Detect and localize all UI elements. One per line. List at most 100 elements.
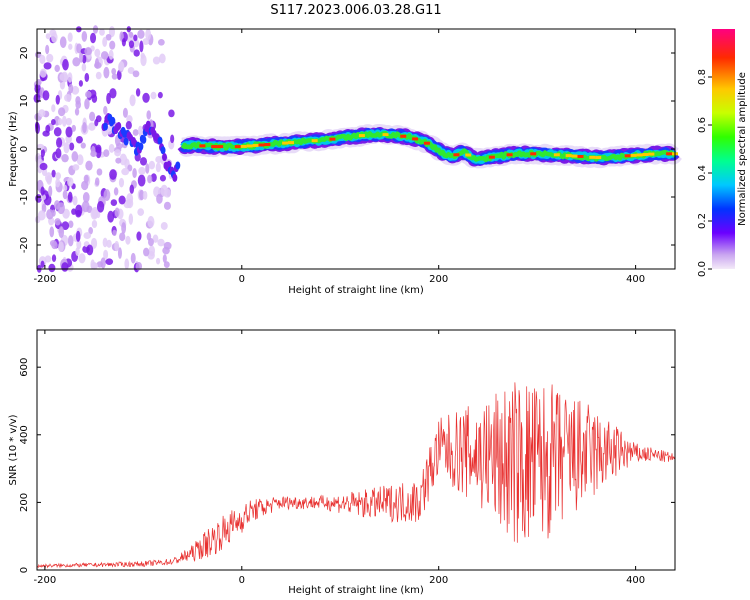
spectrogram-noise-blob [75,247,80,257]
y-tick-label: 400 [19,425,30,444]
spectrogram-noise-blob [82,191,90,203]
spectrogram-noise-blob [127,164,133,172]
colorbar-tick-label: 0.2 [697,213,708,229]
spectrogram-noise-blob [61,262,69,272]
spectrogram-echo-cell [141,135,147,144]
y-tick-label: -10 [19,189,30,205]
spectrogram-noise-blob [129,94,136,107]
spectrogram-noise-blob [157,91,163,99]
spectrogram-noise-blob [39,54,46,64]
spectrogram-echo-cell [110,116,116,125]
spectrogram-noise-blob [121,38,126,47]
spectrogram-noise-blob [43,62,52,70]
spectrogram-noise-blob [137,29,145,39]
spectrogram-noise-blob [114,149,121,157]
spectrogram-echo-cell [116,121,122,130]
colorbar-gradient [712,29,735,269]
spectrogram-noise-blob [160,221,168,230]
spectrogram-noise-blob [124,258,130,270]
spectrogram-noise-blob [103,105,108,115]
spectrogram-noise-blob [71,124,76,132]
spectrogram-noise-blob [106,239,112,248]
spectrogram-noise-blob [152,56,161,65]
spectrogram-noise-blob [40,194,46,201]
spectrogram-noise-blob [126,115,133,124]
spectrogram-noise-blob [64,94,72,102]
spectrogram-noise-blob [103,249,109,260]
colorbar-label: Normalized spectral amplitude [737,72,748,226]
spectrogram-noise-blob [57,107,66,117]
spectrogram-noise-blob [121,222,127,234]
spectrogram-hot-cell [246,144,253,148]
spectrogram-noise-blob [147,215,155,228]
spectrogram-hot-cell [400,134,407,138]
spectrogram-noise-blob [90,32,97,44]
spectrogram-noise-blob [91,219,98,229]
spectrogram-noise-blob [138,125,143,136]
spectrogram-noise-blob [130,252,136,264]
spectrogram-noise-blob [108,49,114,60]
spectrogram-noise-blob [45,124,51,134]
spectrogram-noise-blob [44,255,52,263]
spectrogram-noise-blob [68,220,74,228]
spectrogram-noise-blob [65,126,73,138]
spectrogram-noise-blob [158,53,166,64]
spectrogram-noise-region [33,25,175,273]
spectrogram-noise-blob [162,246,170,255]
x-tick-label: 200 [429,575,448,586]
spectrogram-noise-blob [67,191,73,203]
spectrogram-noise-blob [155,162,161,173]
spectrogram-noise-blob [91,206,99,219]
spectrogram-noise-blob [59,73,67,82]
spectrogram-hot-cell [565,154,572,158]
colorbar-tick-label: 0.4 [697,165,708,181]
spectrogram-noise-blob [147,251,155,260]
spectrogram-noise-blob [61,153,69,163]
spectrogram-noise-blob [148,238,154,247]
snr-frame [36,329,676,571]
spectrogram-noise-blob [95,146,102,159]
spectrogram-noise-blob [58,226,65,239]
spectrogram-noise-blob [75,209,82,218]
x-tick-label: 400 [626,274,645,285]
spectrogram-noise-blob [145,163,150,174]
y-tick-label: 0 [19,567,30,573]
spectrogram-noise-blob [127,66,135,75]
spectrogram-hot-cell [624,154,631,158]
spectrogram-noise-blob [63,142,70,154]
x-tick-label: 0 [239,575,245,586]
spectrogram-noise-blob [111,73,118,80]
spectrogram-hot-cell [488,155,495,159]
spectrogram-noise-blob [35,152,42,164]
spectrogram-noise-blob [48,263,56,273]
spectrogram-noise-blob [106,92,111,105]
spectrogram-noise-blob [125,120,132,130]
snr-y-ticks: 0 200 400 600 [19,358,675,573]
spectrogram-noise-blob [132,129,139,136]
spectrogram-noise-blob [109,169,117,180]
spectrogram-noise-blob [39,162,48,171]
spectrogram-noise-blob [68,83,74,94]
spectrogram-hot-cell [234,145,241,149]
spectrogram-noise-blob [71,151,79,162]
spectrogram-ridge [101,112,683,182]
spectrogram-noise-blob [81,63,87,72]
spectrogram-noise-blob [54,64,60,73]
spectrogram-hot-cell [506,153,513,157]
spectrogram-noise-blob [138,166,146,175]
spectrogram-y-ticks: -20 -10 0 10 20 [19,47,675,253]
spectrogram-noise-blob [90,237,98,249]
spectrogram-noise-blob [88,227,93,235]
spectrogram-noise-blob [125,235,131,245]
snr-series-line [36,382,675,569]
spectrogram-hot-cell [642,153,649,157]
spectrogram-noise-blob [103,149,110,157]
spectrogram-echo-cell [175,161,181,170]
spectrogram-noise-blob [116,142,124,149]
spectrogram-noise-blob [95,71,102,80]
spectrogram-noise-blob [45,44,50,55]
spectrogram-noise-blob [110,199,118,206]
spectrogram-hot-cell [577,154,584,158]
spectrogram-hot-cell [453,153,460,157]
